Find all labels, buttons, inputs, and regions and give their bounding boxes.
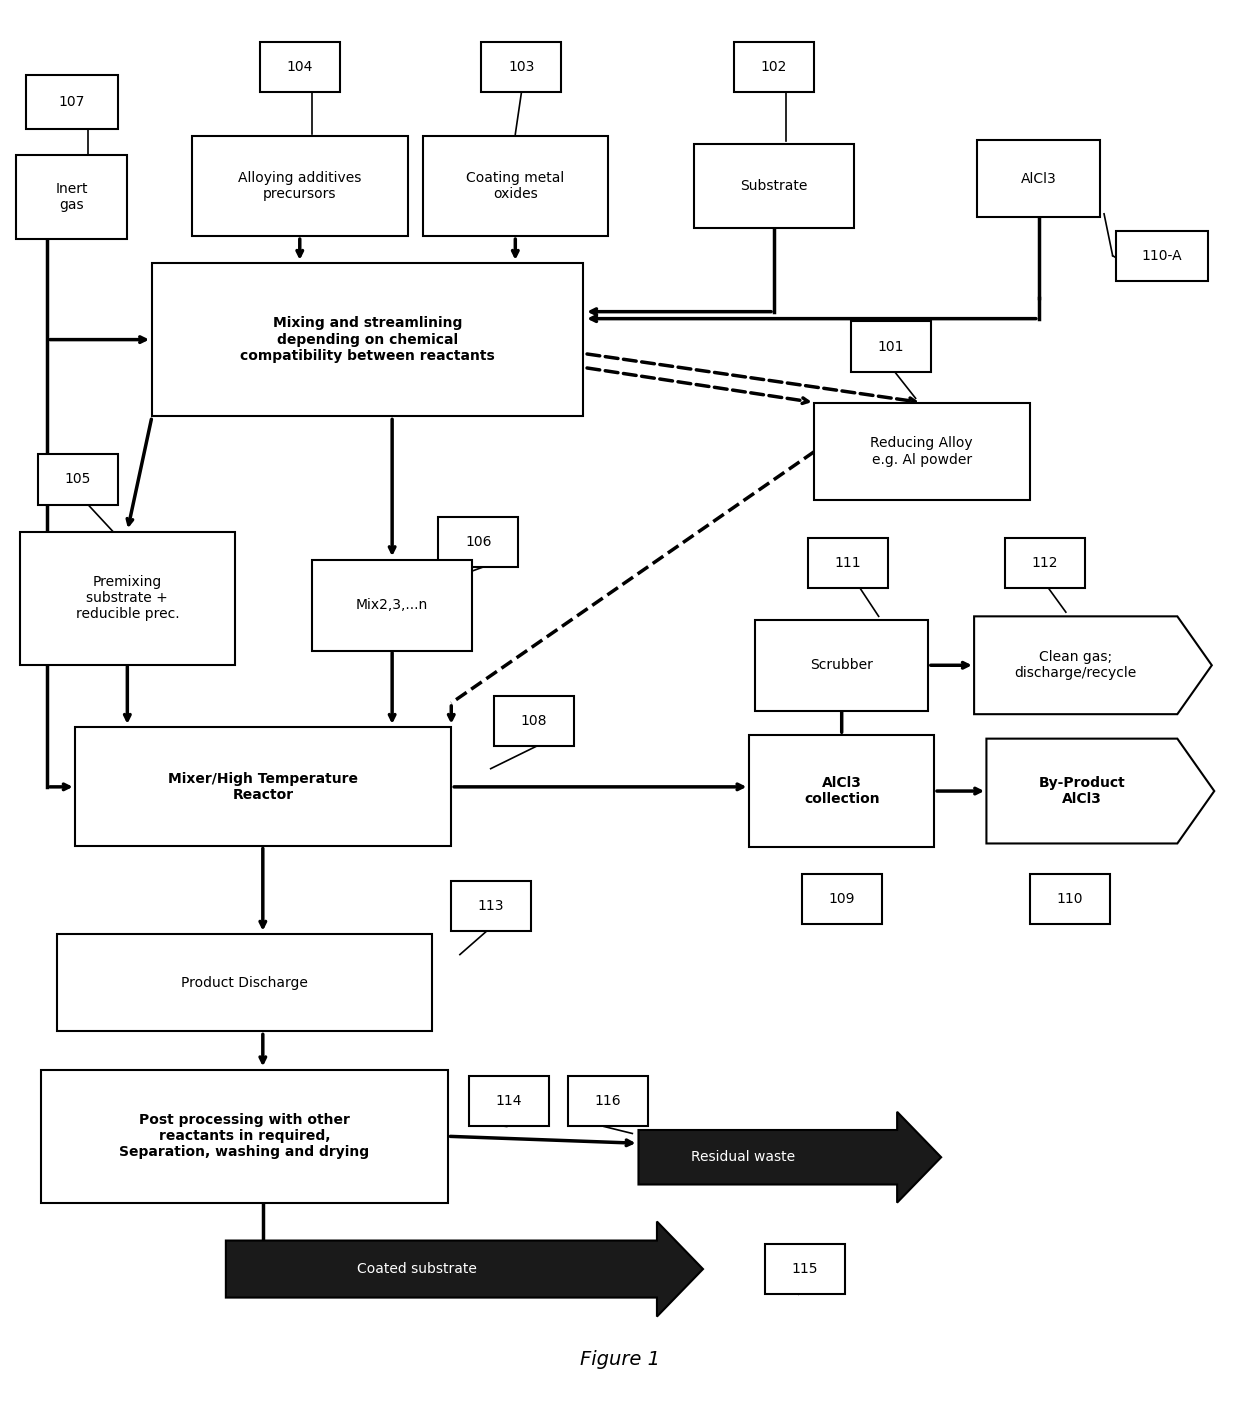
Text: 110: 110 — [1056, 891, 1083, 905]
FancyBboxPatch shape — [977, 141, 1100, 218]
Text: Substrate: Substrate — [740, 179, 807, 193]
Text: AlCl3: AlCl3 — [1021, 172, 1056, 186]
Text: Coating metal
oxides: Coating metal oxides — [466, 170, 564, 201]
Text: Premixing
substrate +
reducible prec.: Premixing substrate + reducible prec. — [76, 575, 179, 621]
Text: Reducing Alloy
e.g. Al powder: Reducing Alloy e.g. Al powder — [870, 436, 973, 467]
Text: Coated substrate: Coated substrate — [357, 1263, 476, 1277]
FancyBboxPatch shape — [26, 76, 118, 128]
FancyBboxPatch shape — [57, 934, 433, 1032]
Text: 110-A: 110-A — [1142, 249, 1182, 263]
Text: 109: 109 — [828, 891, 854, 905]
Text: Product Discharge: Product Discharge — [181, 976, 308, 990]
FancyBboxPatch shape — [755, 620, 928, 710]
FancyBboxPatch shape — [20, 531, 236, 665]
FancyBboxPatch shape — [41, 1070, 448, 1202]
FancyBboxPatch shape — [438, 517, 518, 568]
FancyBboxPatch shape — [192, 135, 408, 236]
FancyBboxPatch shape — [481, 42, 562, 93]
FancyBboxPatch shape — [813, 402, 1029, 501]
FancyBboxPatch shape — [469, 1076, 549, 1126]
FancyBboxPatch shape — [312, 560, 472, 651]
Text: AlCl3
collection: AlCl3 collection — [804, 776, 879, 806]
Polygon shape — [987, 738, 1214, 844]
Text: 105: 105 — [64, 472, 92, 486]
FancyBboxPatch shape — [765, 1244, 844, 1294]
Text: 106: 106 — [465, 536, 491, 550]
FancyBboxPatch shape — [450, 880, 531, 931]
Polygon shape — [639, 1112, 941, 1202]
Text: 103: 103 — [508, 60, 534, 75]
Text: Mixing and streamlining
depending on chemical
compatibility between reactants: Mixing and streamlining depending on che… — [241, 316, 495, 363]
FancyBboxPatch shape — [802, 873, 882, 924]
FancyBboxPatch shape — [1004, 538, 1085, 588]
FancyBboxPatch shape — [694, 143, 854, 228]
FancyBboxPatch shape — [38, 454, 118, 505]
FancyBboxPatch shape — [74, 727, 450, 846]
Text: 104: 104 — [286, 60, 312, 75]
Text: 114: 114 — [496, 1094, 522, 1108]
Text: 112: 112 — [1032, 557, 1058, 571]
FancyBboxPatch shape — [153, 263, 583, 416]
Text: 116: 116 — [594, 1094, 621, 1108]
Text: Clean gas;
discharge/recycle: Clean gas; discharge/recycle — [1014, 650, 1137, 681]
Text: By-Product
AlCl3: By-Product AlCl3 — [1039, 776, 1125, 806]
Text: Alloying additives
precursors: Alloying additives precursors — [238, 170, 361, 201]
Polygon shape — [226, 1222, 703, 1316]
FancyBboxPatch shape — [1029, 873, 1110, 924]
Text: 111: 111 — [835, 557, 861, 571]
Text: Residual waste: Residual waste — [691, 1150, 795, 1164]
FancyBboxPatch shape — [851, 322, 931, 371]
Text: 115: 115 — [791, 1263, 818, 1277]
Text: 113: 113 — [477, 898, 503, 912]
FancyBboxPatch shape — [749, 735, 934, 846]
Text: 108: 108 — [521, 714, 547, 728]
Text: Scrubber: Scrubber — [810, 658, 873, 672]
Text: 102: 102 — [761, 60, 787, 75]
Text: Mixer/High Temperature
Reactor: Mixer/High Temperature Reactor — [167, 772, 358, 801]
FancyBboxPatch shape — [16, 155, 128, 239]
FancyBboxPatch shape — [494, 696, 574, 747]
FancyBboxPatch shape — [1116, 231, 1208, 281]
Text: Figure 1: Figure 1 — [580, 1350, 660, 1369]
FancyBboxPatch shape — [568, 1076, 647, 1126]
Text: Post processing with other
reactants in required,
Separation, washing and drying: Post processing with other reactants in … — [119, 1114, 370, 1160]
FancyBboxPatch shape — [734, 42, 813, 93]
Text: Inert
gas: Inert gas — [56, 181, 88, 212]
Text: Mix2,3,...n: Mix2,3,...n — [356, 598, 428, 612]
FancyBboxPatch shape — [259, 42, 340, 93]
FancyBboxPatch shape — [807, 538, 888, 588]
FancyBboxPatch shape — [423, 135, 608, 236]
Text: 101: 101 — [878, 340, 904, 353]
Text: 107: 107 — [58, 96, 86, 110]
Polygon shape — [975, 616, 1211, 714]
